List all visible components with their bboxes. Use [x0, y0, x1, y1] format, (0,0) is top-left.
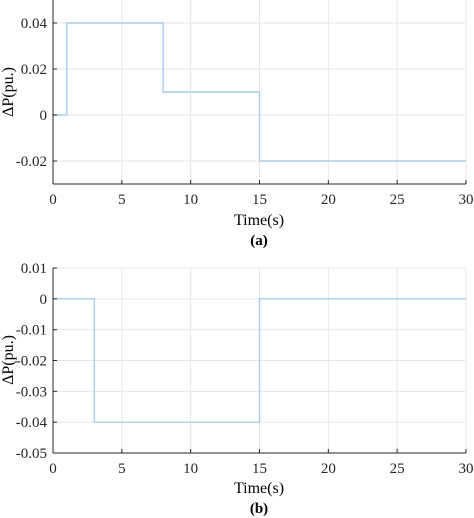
- x-tick-label-b: 10: [183, 461, 198, 477]
- x-axis-label-a: Time(s): [234, 212, 284, 229]
- y-tick-label-a: 0.02: [21, 62, 47, 78]
- x-tick-label-b: 5: [118, 461, 126, 477]
- x-tick-labels-a: 0 5 10 15 20 25 30: [49, 192, 473, 208]
- x-axis-label-b: Time(s): [234, 480, 284, 497]
- y-tick-label-a: 0: [40, 108, 48, 124]
- y-tick-label-b: -0.05: [16, 446, 47, 462]
- series-line-a: [53, 22, 466, 162]
- y-axis-label-a: ΔP(pu.): [0, 67, 17, 117]
- x-tick-label-a: 30: [459, 192, 474, 208]
- x-tick-label-a: 10: [183, 192, 198, 208]
- y-tick-label-b: -0.02: [16, 354, 47, 370]
- x-tick-label-a: 15: [252, 192, 267, 208]
- y-tick-label-b: -0.03: [16, 384, 47, 400]
- y-tick-labels-a: -0.02 0 0.02 0.04: [16, 16, 48, 170]
- series-line-b: [53, 298, 466, 423]
- y-axis-label-b: ΔP(pu.): [0, 335, 17, 385]
- y-tick-label-b: -0.01: [16, 323, 47, 339]
- panel-label-a: (a): [250, 233, 268, 249]
- x-tick-label-a: 25: [390, 192, 405, 208]
- panel-label-b: (b): [250, 501, 268, 517]
- x-tick-label-a: 0: [49, 192, 57, 208]
- x-tick-labels-b: 0 5 10 15 20 25 30: [49, 461, 473, 477]
- axes-b: [52, 267, 467, 454]
- series-layer-b: [53, 298, 466, 423]
- chart-panel-a: 0 5 10 15 20 25 30 -0.02 0 0.02 0.04 Time(s) ΔP(p…: [0, 0, 474, 249]
- x-tick-label-b: 20: [321, 461, 336, 477]
- x-tick-label-b: 30: [459, 461, 474, 477]
- y-tick-label-b: -0.04: [16, 415, 48, 431]
- x-tick-label-a: 20: [321, 192, 336, 208]
- x-tick-label-b: 0: [49, 461, 57, 477]
- y-tick-labels-b: -0.05 -0.04 -0.03 -0.02 -0.01 0 0.01: [16, 261, 48, 462]
- series-layer-a: [53, 22, 466, 162]
- x-tick-label-b: 25: [390, 461, 405, 477]
- x-tick-label-a: 5: [118, 192, 126, 208]
- chart-panel-b: 0 5 10 15 20 25 30 -0.05-0.04-0.03-0.02-0.0100…: [0, 261, 474, 517]
- x-tick-label-b: 15: [252, 461, 267, 477]
- y-tick-label-b: 0: [40, 292, 48, 308]
- y-tick-label-a: 0.04: [21, 16, 48, 32]
- y-tick-label-a: -0.02: [16, 154, 47, 170]
- y-tick-label-b: 0.01: [21, 261, 47, 277]
- axes-a: [52, 0, 467, 185]
